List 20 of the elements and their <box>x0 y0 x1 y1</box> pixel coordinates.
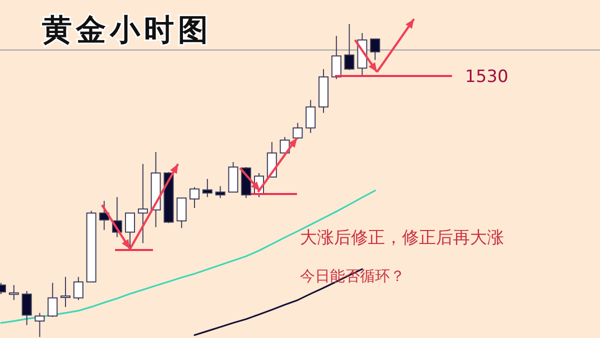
candlestick <box>202 178 212 198</box>
candlestick <box>34 312 45 338</box>
candlestick <box>48 282 58 318</box>
candlestick <box>306 100 316 134</box>
candlestick <box>73 276 84 301</box>
candlestick <box>215 186 226 199</box>
candlestick <box>176 198 187 229</box>
candlestick <box>331 35 342 80</box>
candlestick <box>190 186 200 209</box>
text: 1530 <box>465 67 508 87</box>
candlestick <box>60 276 70 308</box>
candlestick <box>22 290 32 326</box>
annotation: 大涨后修正，修正后再大涨 <box>300 228 504 248</box>
candlestick <box>138 163 148 244</box>
candlestick <box>370 38 380 60</box>
candlestick <box>8 284 19 301</box>
candlestick <box>99 200 110 230</box>
candlestick <box>344 24 354 71</box>
candlestick <box>292 122 303 140</box>
chart-title: 黄金小时图 <box>42 13 212 48</box>
